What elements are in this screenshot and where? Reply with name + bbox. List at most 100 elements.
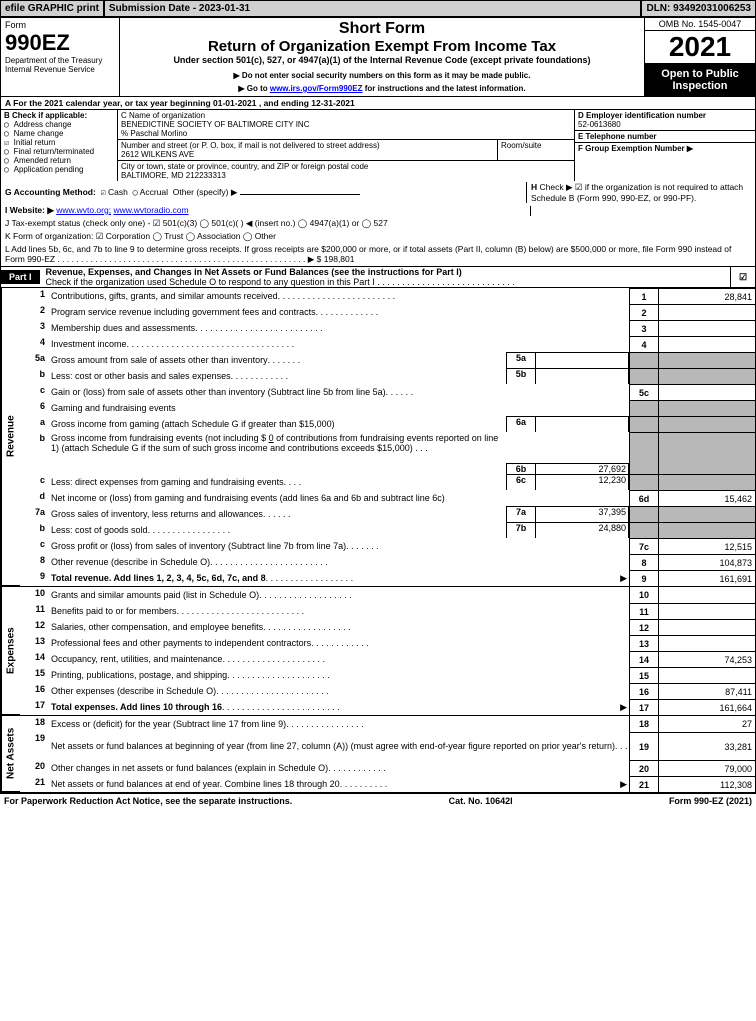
row-4: 4 Investment income . . . . . . . . . . … [20,336,755,352]
c-addr-row: Number and street (or P. O. box, if mail… [118,140,574,161]
cv-13 [658,635,755,651]
f-block: F Group Exemption Number ▶ [575,143,755,154]
desc-3: Membership dues and assessments [51,323,195,333]
ln-3: 3 [20,320,49,336]
cn-2: 2 [629,304,658,320]
cv-5a [658,352,755,368]
row-13: 13 Professional fees and other payments … [20,635,755,651]
desc-20: Other changes in net assets or fund bala… [51,763,328,773]
dept: Department of the Treasury Internal Reve… [5,56,115,74]
form-number: 990EZ [5,30,115,56]
d-block: D Employer identification number 52-0613… [575,110,755,131]
ln-5b: b [20,368,49,384]
form-word: Form [5,20,115,30]
b-opt-2[interactable]: ☑ Initial return [4,138,114,147]
b-opt-4[interactable]: ◯ Amended return [4,156,114,165]
cv-7c: 12,515 [658,538,755,554]
mv-5b [536,368,629,384]
cv-6d: 15,462 [658,490,755,506]
ssn-warning: ▶ Do not enter social security numbers o… [124,71,640,80]
cv-21: 112,308 [658,776,755,792]
ln-9: 9 [20,570,49,586]
mv-6b: 27,692 [536,463,629,474]
goto-link[interactable]: www.irs.gov/Form990EZ [270,84,363,93]
desc-15: Printing, publications, postage, and shi… [51,670,227,680]
row-l: L Add lines 5b, 6c, and 7b to line 9 to … [0,243,756,267]
c-city-val: BALTIMORE, MD 212233313 [121,171,571,180]
row-7c: c Gross profit or (loss) from sales of i… [20,538,755,554]
mv-5a [536,352,629,368]
h-text: Check ▶ ☑ if the organization is not req… [531,182,743,203]
row-2: 2 Program service revenue including gove… [20,304,755,320]
desc-11: Benefits paid to or for members [51,606,177,616]
c-city-block: City or town, state or province, country… [118,161,574,181]
part1-sub: Check if the organization used Schedule … [46,277,375,287]
cn-10: 10 [629,587,658,603]
b-opt-1[interactable]: ◯ Name change [4,129,114,138]
cn-16: 16 [629,683,658,699]
desc-7c: Gross profit or (loss) from sales of inv… [51,541,346,551]
b-opt-0[interactable]: ◯ Address change [4,120,114,129]
cv-4 [658,336,755,352]
part1-check[interactable]: ☑ [730,267,755,287]
row-5c: c Gain or (loss) from sale of assets oth… [20,384,755,400]
cn-11: 11 [629,603,658,619]
cn-6b [629,432,658,474]
cn-5a [629,352,658,368]
e-label: E Telephone number [578,132,752,141]
cn-6d: 6d [629,490,658,506]
row-i: I Website: ▶ www.wvto.org; www.wvtoradio… [0,204,756,217]
ln-6b: b [20,432,49,474]
c-name-val: BENEDICTINE SOCIETY OF BALTIMORE CITY IN… [121,120,571,129]
col-b: B Check if applicable: ◯ Address change … [1,110,118,181]
row-j: J Tax-exempt status (check only one) - ☑… [0,217,756,230]
desc-5c: Gain or (loss) from sale of assets other… [51,387,386,397]
cn-20: 20 [629,760,658,776]
row-10: 10 Grants and similar amounts paid (list… [20,587,755,603]
part1-title: Revenue, Expenses, and Changes in Net As… [46,267,730,277]
row-3: 3 Membership dues and assessments . . . … [20,320,755,336]
cv-7a [658,506,755,522]
ln-14: 14 [20,651,49,667]
cn-6 [629,400,658,416]
tax-year: 2021 [645,31,755,64]
cn-5b [629,368,658,384]
cn-8: 8 [629,554,658,570]
row-14: 14 Occupancy, rent, utilities, and maint… [20,651,755,667]
efile-label: efile GRAPHIC print [0,0,104,17]
row-k: K Form of organization: ☑ Corporation ◯ … [0,230,756,243]
desc-5a: Gross amount from sale of assets other t… [51,355,268,365]
mv-6c: 12,230 [536,474,629,490]
cn-19: 19 [629,732,658,760]
cn-15: 15 [629,667,658,683]
ln-4: 4 [20,336,49,352]
cv-20: 79,000 [658,760,755,776]
row-16: 16 Other expenses (describe in Schedule … [20,683,755,699]
row-8: 8 Other revenue (describe in Schedule O)… [20,554,755,570]
cv-3 [658,320,755,336]
cv-19: 33,281 [658,732,755,760]
b-opt-3[interactable]: ◯ Final return/terminated [4,147,114,156]
row-6: 6 Gaming and fundraising events [20,400,755,416]
ln-7b: b [20,522,49,538]
ln-19: 19 [20,732,49,760]
col-c: C Name of organization BENEDICTINE SOCIE… [118,110,574,181]
row-6c: c Less: direct expenses from gaming and … [20,474,755,490]
footer-left: For Paperwork Reduction Act Notice, see … [4,796,292,806]
row-6b: b Gross income from fundraising events (… [20,432,755,474]
header-mid: Short Form Return of Organization Exempt… [120,18,644,96]
website-link-1[interactable]: www.wvto.org; [56,205,111,215]
part1-tag: Part I [1,270,40,284]
b-opt-5[interactable]: ◯ Application pending [4,165,114,174]
mn-5b: 5b [506,368,536,384]
row-18: 18 Excess or (deficit) for the year (Sub… [20,716,755,732]
desc-13: Professional fees and other payments to … [51,638,311,648]
cn-6a [629,416,658,432]
cn-17: 17 [629,699,658,715]
cn-7c: 7c [629,538,658,554]
ln-7a: 7a [20,506,49,522]
desc-18: Excess or (deficit) for the year (Subtra… [51,719,286,729]
part1-header: Part I Revenue, Expenses, and Changes in… [0,267,756,288]
ln-6a: a [20,416,49,432]
website-link-2[interactable]: www.wvtoradio.com [113,205,188,215]
